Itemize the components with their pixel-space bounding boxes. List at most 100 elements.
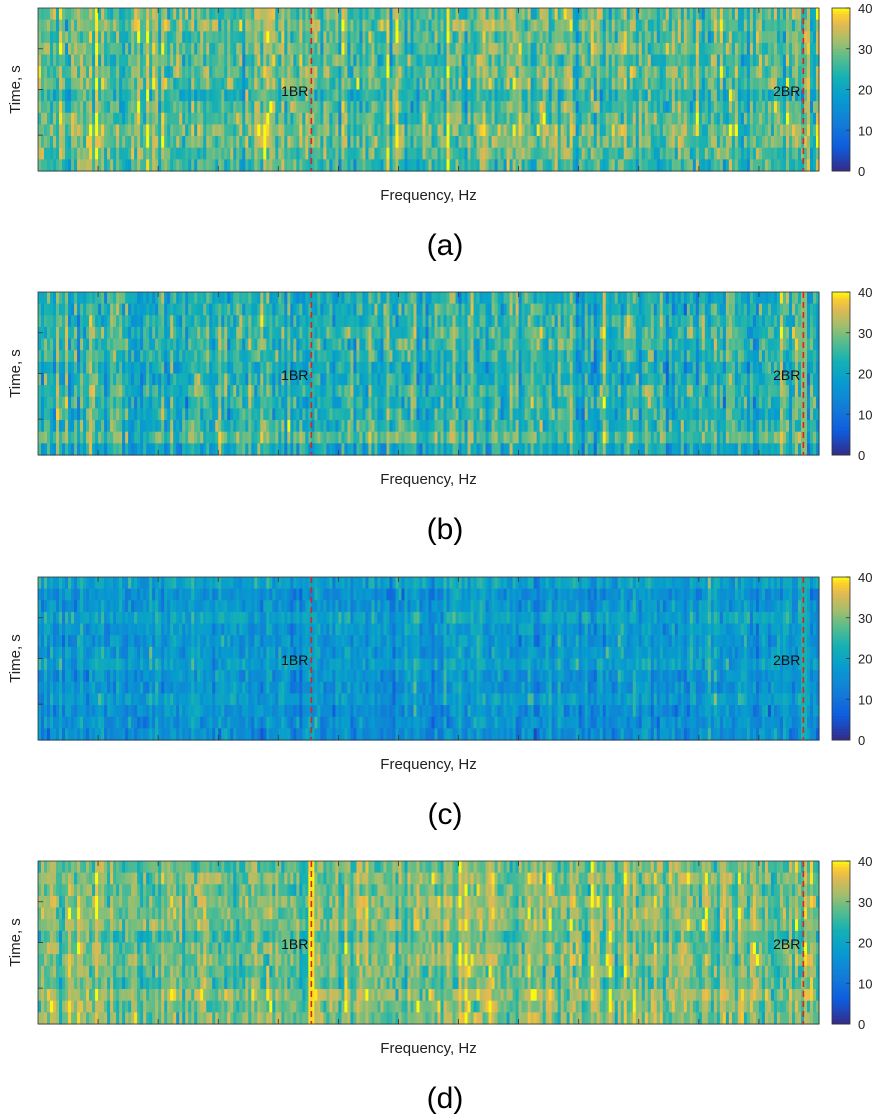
heatmap-cell xyxy=(662,77,667,91)
heatmap-cell xyxy=(539,101,544,114)
heatmap-cell xyxy=(392,124,397,137)
heatmap-cell xyxy=(236,42,240,56)
heatmap-cell xyxy=(707,101,712,114)
heatmap-cell xyxy=(149,112,153,126)
heatmap-cell xyxy=(383,31,388,44)
heatmap-cell xyxy=(344,101,348,114)
heatmap-cell xyxy=(95,89,99,102)
heatmap-cell xyxy=(704,77,709,91)
heatmap-cell xyxy=(800,31,805,44)
heatmap-cell xyxy=(284,42,288,56)
heatmap-cell xyxy=(371,8,376,21)
heatmap-cell xyxy=(293,8,297,21)
heatmap-cell xyxy=(803,42,808,56)
heatmap-cell xyxy=(695,66,700,79)
heatmap-cell xyxy=(116,89,120,102)
heatmap-cell xyxy=(683,42,688,56)
heatmap-cell xyxy=(677,112,682,126)
heatmap-cell xyxy=(623,19,628,32)
heatmap-cell xyxy=(503,31,508,44)
heatmap-cell xyxy=(587,124,592,137)
heatmap-cell xyxy=(158,42,162,56)
heatmap-cell xyxy=(143,112,147,126)
heatmap-cell xyxy=(599,124,604,137)
heatmap-cell xyxy=(239,66,243,79)
heatmap-cell xyxy=(590,54,595,67)
heatmap-cell xyxy=(659,89,664,102)
heatmap-cell xyxy=(572,19,577,32)
heatmap-cell xyxy=(77,124,81,137)
heatmap-cell xyxy=(116,112,120,126)
heatmap-cell xyxy=(62,19,66,32)
heatmap-cell xyxy=(320,19,324,32)
heatmap-cell xyxy=(131,101,135,114)
heatmap-cell xyxy=(605,124,610,137)
heatmap-cell xyxy=(734,19,739,32)
heatmap-cell xyxy=(89,8,93,21)
heatmap-cell xyxy=(677,8,682,21)
heatmap-cell xyxy=(221,124,225,137)
heatmap-cell xyxy=(782,8,787,21)
heatmap-cell xyxy=(752,54,757,67)
heatmap-cell xyxy=(368,42,373,56)
heatmap-cell xyxy=(812,66,817,79)
heatmap-cell xyxy=(56,112,60,126)
heatmap-cell xyxy=(164,42,168,56)
heatmap-cell xyxy=(113,112,117,126)
heatmap-cell xyxy=(101,124,105,137)
heatmap-cell xyxy=(554,89,559,102)
heatmap-cell xyxy=(359,77,364,91)
heatmap-cell xyxy=(215,8,219,21)
heatmap-cell xyxy=(89,42,93,56)
heatmap-cell xyxy=(161,124,165,137)
heatmap-cell xyxy=(788,54,793,67)
heatmap-cell xyxy=(449,77,454,91)
heatmap-cell xyxy=(92,89,96,102)
heatmap-cell xyxy=(278,31,282,44)
heatmap-cell xyxy=(137,8,141,21)
heatmap-cell xyxy=(125,54,129,67)
heatmap-cell xyxy=(89,77,93,91)
heatmap-cell xyxy=(671,66,676,79)
heatmap-cell xyxy=(62,54,66,67)
heatmap-cell xyxy=(809,8,814,21)
heatmap-cell xyxy=(422,89,427,102)
heatmap-cell xyxy=(332,124,336,137)
heatmap-cell xyxy=(314,89,318,102)
heatmap-cell xyxy=(464,66,469,79)
heatmap-cell xyxy=(572,31,577,44)
heatmap-cell xyxy=(806,89,811,102)
heatmap-cell xyxy=(305,112,309,126)
heatmap-cell xyxy=(746,112,751,126)
heatmap-cell xyxy=(566,8,571,21)
heatmap-cell xyxy=(167,8,171,21)
heatmap-cell xyxy=(110,66,114,79)
heatmap-cell xyxy=(653,112,658,126)
heatmap-cell xyxy=(215,124,219,137)
heatmap-cell xyxy=(398,89,403,102)
heatmap-cell xyxy=(593,124,598,137)
heatmap-cell xyxy=(605,112,610,126)
heatmap-cell xyxy=(185,54,189,67)
heatmap-cell xyxy=(743,89,748,102)
heatmap-cell xyxy=(446,66,451,79)
heatmap-cell xyxy=(809,31,814,44)
heatmap-cell xyxy=(608,31,613,44)
heatmap-cell xyxy=(161,8,165,21)
heatmap-cell xyxy=(305,89,309,102)
heatmap-cell xyxy=(743,31,748,44)
heatmap-cell xyxy=(170,124,174,137)
heatmap-cell xyxy=(770,42,775,56)
heatmap-cell xyxy=(632,89,637,102)
heatmap-cell xyxy=(374,8,379,21)
heatmap-cell xyxy=(455,66,460,79)
heatmap-cell xyxy=(155,77,159,91)
heatmap-cell xyxy=(593,77,598,91)
heatmap-cell xyxy=(431,89,436,102)
heatmap-cell xyxy=(761,77,766,91)
heatmap-cell xyxy=(356,19,361,32)
heatmap-cell xyxy=(362,77,367,91)
heatmap-cell xyxy=(341,112,345,126)
heatmap-cell xyxy=(572,124,577,137)
heatmap-cell xyxy=(755,89,760,102)
